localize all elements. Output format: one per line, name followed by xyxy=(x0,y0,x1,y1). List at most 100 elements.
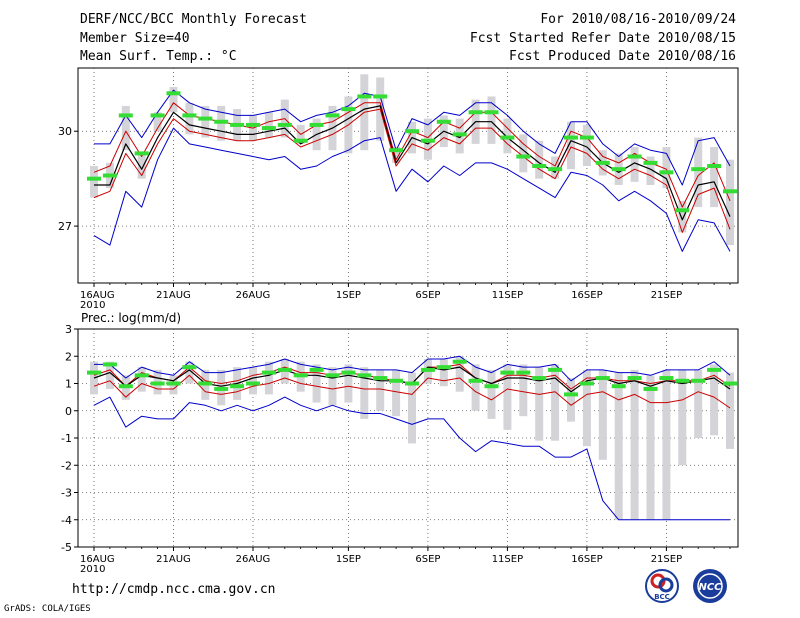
temperature-observed-marker xyxy=(405,129,419,133)
temperature-xtick-label: 6SEP xyxy=(415,290,440,301)
precipitation-observed-marker xyxy=(135,373,149,377)
temperature-observed-marker xyxy=(421,139,435,143)
temperature-observed-marker xyxy=(119,113,133,117)
precipitation-spread-box xyxy=(249,367,257,394)
precipitation-title: Prec.: log(mm/d) xyxy=(81,311,181,325)
precipitation-spread-box xyxy=(678,370,686,465)
temperature-observed-marker xyxy=(691,167,705,171)
precipitation-xtick-label: 26AUG xyxy=(236,554,271,565)
temperature-spread-box xyxy=(678,201,686,233)
temperature-xtick-label: 21SEP xyxy=(651,290,682,301)
precipitation-observed-marker xyxy=(612,384,626,388)
temperature-spread-box xyxy=(535,141,543,179)
precipitation-observed-marker xyxy=(405,382,419,386)
precipitation-ytick-label: 0 xyxy=(65,405,72,418)
precipitation-observed-marker xyxy=(167,382,181,386)
precipitation-xtick-label: 21SEP xyxy=(651,554,682,565)
temperature-observed-marker xyxy=(723,189,737,193)
temperature-observed-marker xyxy=(341,107,355,111)
precipitation-observed-marker xyxy=(437,365,451,369)
temperature-observed-marker xyxy=(135,151,149,155)
precipitation-spread-box xyxy=(647,375,655,519)
precipitation-observed-marker xyxy=(580,382,594,386)
temperature-observed-marker xyxy=(230,123,244,127)
precipitation-observed-marker xyxy=(500,371,514,375)
precipitation-observed-marker xyxy=(310,368,324,372)
temperature-spread-box xyxy=(185,103,193,135)
temperature-observed-marker xyxy=(246,123,260,127)
precipitation-observed-marker xyxy=(246,382,260,386)
temperature-observed-marker xyxy=(87,177,101,181)
temperature-observed-marker xyxy=(214,120,228,124)
precipitation-observed-marker xyxy=(357,373,371,377)
temperature-observed-marker xyxy=(516,155,530,159)
source-url[interactable]: http://cmdp.ncc.cma.gov.cn xyxy=(72,582,276,597)
precipitation-spread-box xyxy=(329,367,337,405)
temperature-observed-marker xyxy=(357,94,371,98)
precipitation-ytick-label: -4 xyxy=(61,514,72,527)
precipitation-observed-marker xyxy=(278,368,292,372)
precipitation-spread-box xyxy=(662,370,670,520)
precipitation-observed-marker xyxy=(516,371,530,375)
temperature-xtick-label: 11SEP xyxy=(492,290,523,301)
precipitation-ytick-label: -5 xyxy=(61,541,72,554)
precipitation-spread-box xyxy=(631,370,639,520)
temperature-observed-marker xyxy=(389,148,403,152)
temperature-spread-box xyxy=(710,147,718,207)
temperature-xtick-label: 21AUG xyxy=(156,290,191,301)
precipitation-observed-marker xyxy=(485,384,499,388)
precipitation-ytick-label: 2 xyxy=(65,350,72,363)
precipitation-observed-marker xyxy=(214,387,228,391)
precipitation-spread-box xyxy=(599,370,607,460)
precipitation-observed-marker xyxy=(103,362,117,366)
precipitation-observed-marker xyxy=(341,371,355,375)
precipitation-spread-box xyxy=(567,378,575,422)
precipitation-observed-marker xyxy=(469,379,483,383)
precipitation-observed-marker xyxy=(548,368,562,372)
precipitation-xtick-label: 16SEP xyxy=(571,554,602,565)
temperature-observed-marker xyxy=(103,174,117,178)
ncc-logo-text: NCC xyxy=(698,582,722,593)
precipitation-observed-marker xyxy=(87,371,101,375)
temperature-ytick-label: 30 xyxy=(58,125,72,138)
precipitation-spread-box xyxy=(615,373,623,520)
precipitation-observed-marker xyxy=(262,371,276,375)
precipitation-observed-marker xyxy=(596,376,610,380)
temperature-xtick-label: 1SEP xyxy=(336,290,361,301)
temperature-observed-marker xyxy=(580,136,594,140)
precipitation-spread-box xyxy=(138,367,146,392)
precipitation-observed-marker xyxy=(675,379,689,383)
temperature-observed-marker xyxy=(596,161,610,165)
temperature-observed-marker xyxy=(198,117,212,121)
precipitation-observed-marker xyxy=(659,376,673,380)
temperature-spread-box xyxy=(488,96,496,143)
temperature-observed-marker xyxy=(675,208,689,212)
precipitation-observed-marker xyxy=(230,384,244,388)
precipitation-observed-marker xyxy=(707,368,721,372)
precipitation-xtick-label: 11SEP xyxy=(492,554,523,565)
bcc-logo-text: BCC xyxy=(654,593,670,601)
temperature-observed-marker xyxy=(707,164,721,168)
bcc-logo: BCC xyxy=(646,570,678,602)
precipitation-observed-marker xyxy=(421,368,435,372)
precipitation-ytick-label: -1 xyxy=(61,432,72,445)
precipitation-observed-marker xyxy=(532,376,546,380)
temperature-observed-marker xyxy=(182,113,196,117)
precipitation-spread-box xyxy=(392,370,400,416)
precipitation-spread-box xyxy=(344,364,352,402)
precipitation-spread-box xyxy=(472,364,480,410)
temperature-xtick-label: 16SEP xyxy=(571,290,602,301)
forecast-figure: 273016AUG201021AUG 26AUG 1SEP 6SEP 11SEP 16SE… xyxy=(0,0,800,618)
precipitation-observed-marker xyxy=(644,387,658,391)
precipitation-observed-marker xyxy=(326,373,340,377)
precipitation-observed-marker xyxy=(628,376,642,380)
temperature-observed-marker xyxy=(612,167,626,171)
precipitation-observed-marker xyxy=(198,382,212,386)
precipitation-observed-marker xyxy=(182,365,196,369)
precipitation-spread-box xyxy=(440,359,448,386)
logos: BCC NCC xyxy=(646,569,727,603)
temperature-spread-box xyxy=(265,112,273,137)
precipitation-spread-box xyxy=(265,362,273,395)
